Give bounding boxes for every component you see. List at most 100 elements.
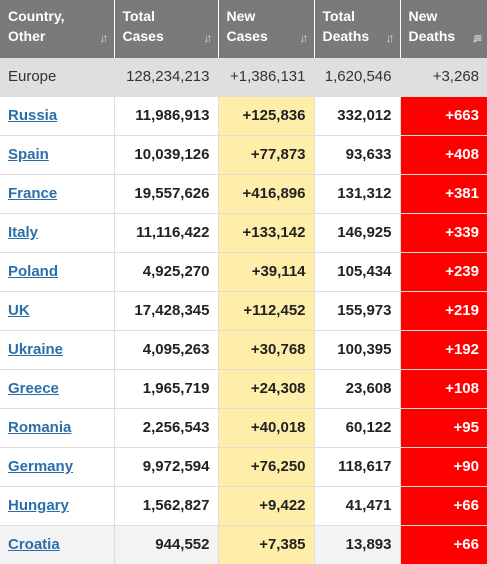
new-deaths-cell: +663 bbox=[400, 95, 487, 135]
table-row: Poland 4,925,270 +39,114 105,434 +239 bbox=[0, 251, 487, 291]
total-deaths-cell: 23,608 bbox=[314, 368, 401, 408]
country-link[interactable]: Ukraine bbox=[8, 341, 64, 358]
country-link[interactable]: Russia bbox=[8, 107, 58, 124]
country-link[interactable]: Romania bbox=[8, 419, 72, 436]
sort-arrows-icon[interactable]: ↓↑ bbox=[99, 31, 109, 45]
sort-arrows-icon[interactable]: ↓↑ bbox=[385, 31, 395, 45]
country-cell: Hungary bbox=[0, 485, 115, 525]
new-cases-cell: +7,385 bbox=[218, 524, 315, 564]
region-name: Europe bbox=[0, 58, 115, 96]
header-label-line1: New bbox=[226, 8, 256, 24]
total-cases-cell: 9,972,594 bbox=[114, 446, 219, 486]
header-label-line2: Cases bbox=[226, 28, 268, 44]
header-label-line1: Total bbox=[322, 8, 355, 24]
country-cell: UK bbox=[0, 290, 115, 330]
country-cell: Ukraine bbox=[0, 329, 115, 369]
total-cases-cell: 1,562,827 bbox=[114, 485, 219, 525]
total-cases-cell: 17,428,345 bbox=[114, 290, 219, 330]
header-label-line1: Country, bbox=[8, 8, 65, 24]
new-cases-cell: +1,386,131 bbox=[218, 58, 315, 96]
new-cases-cell: +76,250 bbox=[218, 446, 315, 486]
total-deaths-cell: 13,893 bbox=[314, 524, 401, 564]
country-cell: Romania bbox=[0, 407, 115, 447]
total-cases-cell: 944,552 bbox=[114, 524, 219, 564]
new-deaths-cell: +219 bbox=[400, 290, 487, 330]
country-cell: Greece bbox=[0, 368, 115, 408]
header-new-cases[interactable]: New Cases ↓↑ bbox=[218, 0, 315, 58]
table-body: Europe 128,234,213 +1,386,131 1,620,546 … bbox=[0, 58, 487, 564]
sort-arrows-icon[interactable]: ↓↑ bbox=[203, 31, 213, 45]
new-deaths-cell: +381 bbox=[400, 173, 487, 213]
header-label-line2: Other bbox=[8, 28, 46, 44]
new-cases-cell: +112,452 bbox=[218, 290, 315, 330]
new-deaths-cell: +95 bbox=[400, 407, 487, 447]
header-country[interactable]: Country, Other ↓↑ bbox=[0, 0, 115, 58]
country-link[interactable]: France bbox=[8, 185, 58, 202]
region-row: Europe 128,234,213 +1,386,131 1,620,546 … bbox=[0, 58, 487, 96]
total-cases-cell: 1,965,719 bbox=[114, 368, 219, 408]
total-cases-cell: 11,116,422 bbox=[114, 212, 219, 252]
total-deaths-cell: 93,633 bbox=[314, 134, 401, 174]
table-row: France 19,557,626 +416,896 131,312 +381 bbox=[0, 173, 487, 213]
country-cell: Italy bbox=[0, 212, 115, 252]
new-cases-cell: +24,308 bbox=[218, 368, 315, 408]
new-deaths-cell: +90 bbox=[400, 446, 487, 486]
table-header: Country, Other ↓↑ Total Cases ↓↑ New Cas… bbox=[0, 0, 487, 58]
new-cases-cell: +40,018 bbox=[218, 407, 315, 447]
country-link[interactable]: Hungary bbox=[8, 497, 69, 514]
total-cases-cell: 19,557,626 bbox=[114, 173, 219, 213]
total-deaths-cell: 155,973 bbox=[314, 290, 401, 330]
country-link[interactable]: Croatia bbox=[8, 536, 60, 554]
country-cell: Germany bbox=[0, 446, 115, 486]
country-link[interactable]: Greece bbox=[8, 380, 59, 397]
table-row: Spain 10,039,126 +77,873 93,633 +408 bbox=[0, 134, 487, 174]
new-cases-cell: +416,896 bbox=[218, 173, 315, 213]
table-row: Ukraine 4,095,263 +30,768 100,395 +192 bbox=[0, 329, 487, 369]
new-deaths-cell: +192 bbox=[400, 329, 487, 369]
total-deaths-cell: 41,471 bbox=[314, 485, 401, 525]
total-cases-cell: 10,039,126 bbox=[114, 134, 219, 174]
new-cases-cell: +133,142 bbox=[218, 212, 315, 252]
total-cases-cell: 2,256,543 bbox=[114, 407, 219, 447]
total-cases-cell: 128,234,213 bbox=[114, 58, 219, 96]
new-deaths-cell: +239 bbox=[400, 251, 487, 291]
total-deaths-cell: 118,617 bbox=[314, 446, 401, 486]
new-cases-cell: +30,768 bbox=[218, 329, 315, 369]
header-new-deaths[interactable]: New Deaths ↓≡ bbox=[400, 0, 487, 58]
country-cell: Spain bbox=[0, 134, 115, 174]
new-deaths-cell: +66 bbox=[400, 524, 487, 564]
header-total-cases[interactable]: Total Cases ↓↑ bbox=[114, 0, 219, 58]
country-link[interactable]: Poland bbox=[8, 263, 59, 280]
sort-descending-icon[interactable]: ↓≡ bbox=[471, 31, 482, 45]
total-deaths-cell: 105,434 bbox=[314, 251, 401, 291]
header-label-line2: Cases bbox=[122, 28, 164, 44]
table-row: Greece 1,965,719 +24,308 23,608 +108 bbox=[0, 368, 487, 408]
table-row: Romania 2,256,543 +40,018 60,122 +95 bbox=[0, 407, 487, 447]
country-link[interactable]: Spain bbox=[8, 146, 49, 163]
total-deaths-cell: 146,925 bbox=[314, 212, 401, 252]
header-total-deaths[interactable]: Total Deaths ↓↑ bbox=[314, 0, 401, 58]
table-row: Russia 11,986,913 +125,836 332,012 +663 bbox=[0, 95, 487, 135]
new-deaths-cell: +339 bbox=[400, 212, 487, 252]
header-label-line2: Deaths bbox=[408, 28, 456, 44]
total-deaths-cell: 60,122 bbox=[314, 407, 401, 447]
table-row: Hungary 1,562,827 +9,422 41,471 +66 bbox=[0, 485, 487, 525]
table-row: Croatia 944,552 +7,385 13,893 +66 bbox=[0, 524, 487, 564]
sort-arrows-icon[interactable]: ↓↑ bbox=[299, 31, 309, 45]
table-row: UK 17,428,345 +112,452 155,973 +219 bbox=[0, 290, 487, 330]
header-label-line1: New bbox=[408, 8, 438, 24]
total-cases-cell: 11,986,913 bbox=[114, 95, 219, 135]
new-deaths-cell: +66 bbox=[400, 485, 487, 525]
total-cases-cell: 4,925,270 bbox=[114, 251, 219, 291]
new-cases-cell: +9,422 bbox=[218, 485, 315, 525]
country-cell: Croatia bbox=[0, 524, 115, 564]
total-deaths-cell: 100,395 bbox=[314, 329, 401, 369]
country-link[interactable]: UK bbox=[8, 302, 30, 319]
total-cases-cell: 4,095,263 bbox=[114, 329, 219, 369]
country-link[interactable]: Italy bbox=[8, 224, 39, 241]
country-link[interactable]: Germany bbox=[8, 458, 74, 475]
header-label-line1: Total bbox=[122, 8, 155, 24]
table-row: Germany 9,972,594 +76,250 118,617 +90 bbox=[0, 446, 487, 486]
country-cell: France bbox=[0, 173, 115, 213]
new-cases-cell: +39,114 bbox=[218, 251, 315, 291]
